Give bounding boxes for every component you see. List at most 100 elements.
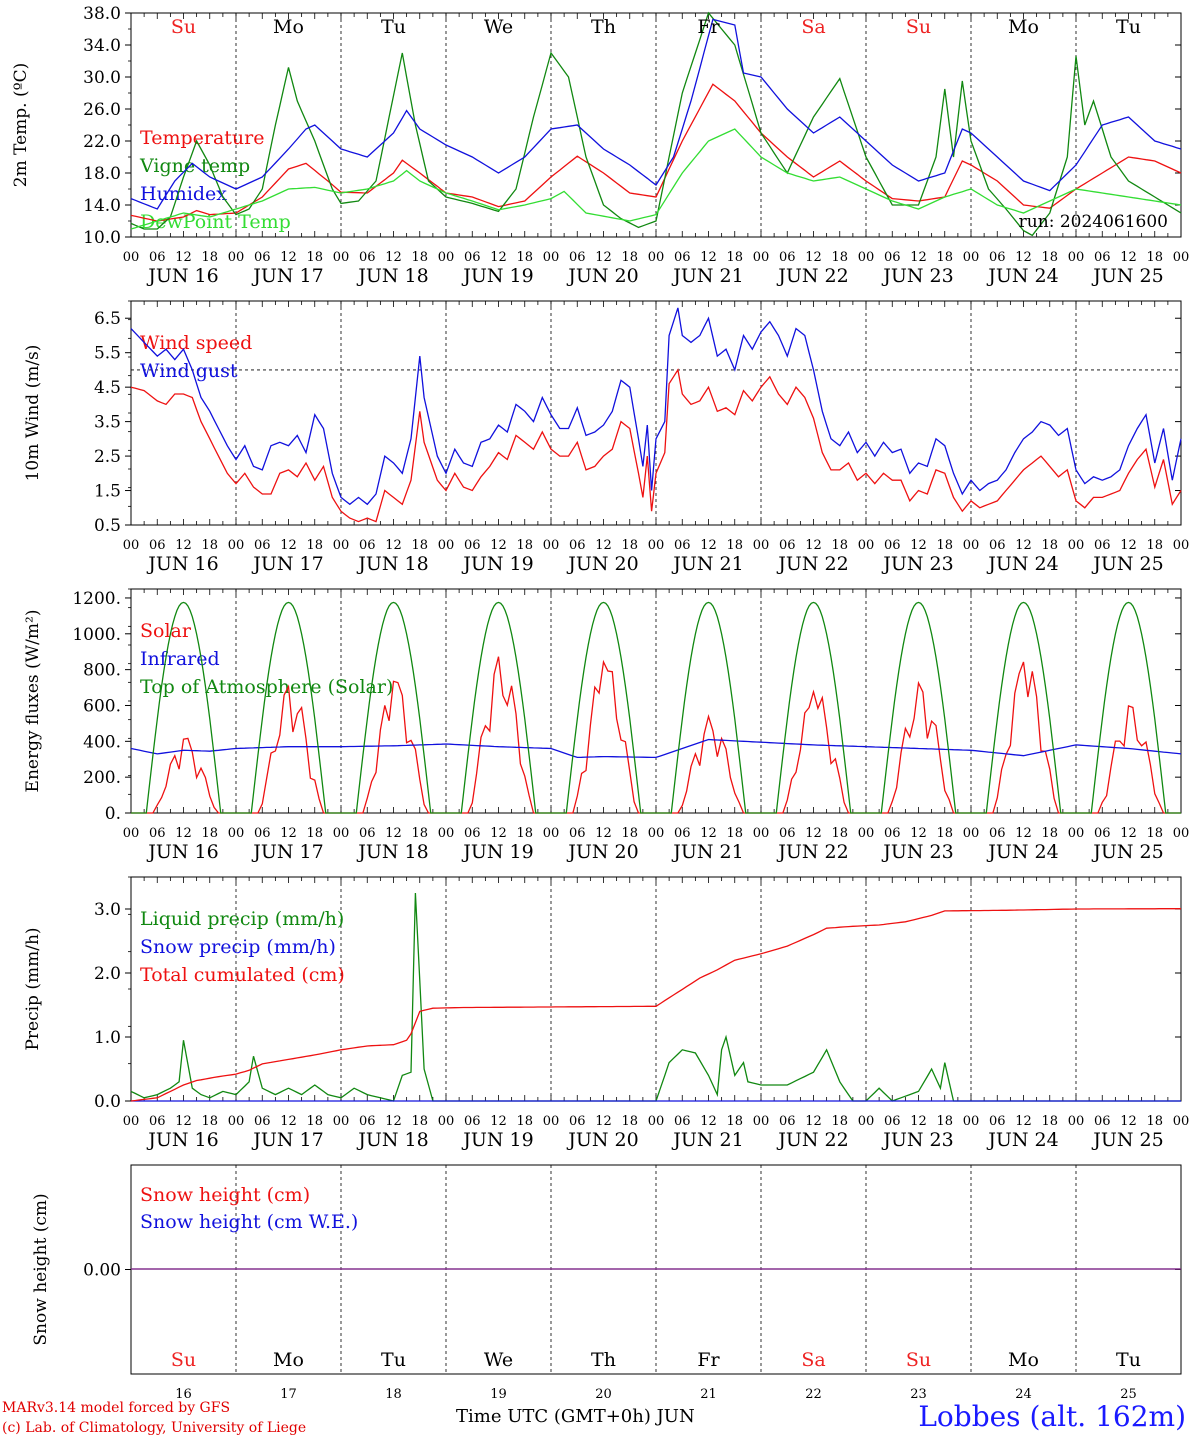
x-hour-label: 18 [831,538,848,553]
x-hour-label: 18 [1146,250,1163,265]
x-hour-label: 12 [805,826,822,841]
day-name-label: Sa [801,1349,825,1371]
x-hour-label: 18 [1041,1114,1058,1129]
y-tick-label: 0. [105,804,121,824]
series-line [130,128,1182,230]
x-date-label: JUN 21 [671,841,743,863]
x-hour-label: 00 [1068,1114,1085,1129]
y-tick-label: 0.5 [94,516,121,536]
model-credit: MARv3.14 model forced by GFS [2,1400,231,1416]
x-hour-label: 00 [858,1114,875,1129]
x-hour-label: 12 [595,1114,612,1129]
x-hour-label: 06 [149,538,166,553]
y-tick-label: 10.0 [83,228,121,248]
day-number-label: 19 [490,1387,507,1402]
station-name: Lobbes (alt. 162m) [918,1400,1186,1433]
x-hour-label: 00 [123,250,140,265]
x-hour-label: 00 [333,826,350,841]
series-line [130,908,1181,1102]
x-date-label: JUN 21 [671,265,743,287]
x-date-label: JUN 18 [356,265,428,287]
x-date-label: JUN 25 [1091,265,1163,287]
x-hour-label: 06 [254,538,271,553]
x-hour-label: 18 [621,1114,638,1129]
x-hour-label: 06 [1094,250,1111,265]
x-hour-label: 00 [648,1114,665,1129]
x-hour-label: 00 [858,538,875,553]
x-hour-label: 18 [936,250,953,265]
x-hour-label: 18 [831,1114,848,1129]
x-hour-label: 06 [359,1114,376,1129]
x-hour-label: 06 [359,250,376,265]
x-date-label: JUN 24 [986,841,1058,863]
x-date-label: JUN 24 [986,265,1058,287]
x-hour-label: 12 [1015,1114,1032,1129]
x-hour-label: 00 [438,826,455,841]
x-hour-label: 06 [1094,538,1111,553]
x-date-label: JUN 16 [146,1129,218,1151]
x-hour-label: 00 [1068,250,1085,265]
x-hour-label: 00 [753,826,770,841]
y-tick-label: 38.0 [83,4,121,24]
y-axis-title: Snow height (cm) [31,1193,51,1345]
y-tick-label: 600. [83,696,121,716]
x-hour-label: 18 [831,250,848,265]
x-hour-label: 06 [989,826,1006,841]
y-axis-title: 2m Temp. (ºC) [11,63,31,188]
x-hour-label: 00 [1068,826,1085,841]
legend-entry: Snow height (cm W.E.) [140,1211,358,1233]
x-hour-label: 06 [569,250,586,265]
series-line [130,11,1182,237]
x-hour-label: 18 [936,1114,953,1129]
x-hour-label: 12 [595,250,612,265]
x-hour-label: 06 [1094,826,1111,841]
x-hour-label: 12 [805,538,822,553]
x-date-label: JUN 25 [1091,553,1163,575]
day-name-label: Mo [1008,16,1039,38]
day-name-label: Tu [381,1349,406,1371]
x-hour-label: 12 [490,538,507,553]
x-hour-label: 12 [910,538,927,553]
x-hour-label: 00 [963,250,980,265]
x-hour-label: 12 [490,1114,507,1129]
x-hour-label: 12 [385,250,402,265]
x-date-label: JUN 19 [461,1129,533,1151]
x-hour-label: 18 [516,250,533,265]
legend-entry: Temperature [140,127,264,149]
time-axis-title: Time UTC (GMT+0h) JUN [456,1406,695,1427]
x-hour-label: 12 [490,250,507,265]
day-number-label: 22 [805,1387,822,1402]
y-tick-label: 0.00 [83,1261,121,1281]
x-hour-label: 18 [1041,538,1058,553]
x-hour-label: 00 [753,250,770,265]
x-hour-label: 00 [543,826,560,841]
y-tick-label: 3.5 [94,413,121,433]
day-number-label: 16 [175,1387,192,1402]
series-line [130,18,1182,210]
x-hour-label: 00 [1173,538,1190,553]
x-hour-label: 06 [884,538,901,553]
x-hour-label: 00 [753,1114,770,1129]
x-date-label: JUN 19 [461,553,533,575]
x-hour-label: 12 [805,250,822,265]
series-line [130,307,1182,506]
legend-entry: Humidex [140,183,227,205]
y-axis-title: Precip (mm/h) [23,927,43,1050]
day-name-label: Su [171,1349,196,1371]
x-hour-label: 00 [963,826,980,841]
x-hour-label: 12 [280,826,297,841]
x-hour-label: 06 [464,1114,481,1129]
x-hour-label: 18 [201,826,218,841]
run-label: run: 2024061600 [1019,212,1168,232]
x-date-label: JUN 25 [1091,1129,1163,1151]
y-tick-label: 34.0 [83,36,121,56]
x-hour-label: 18 [621,250,638,265]
x-hour-label: 06 [989,538,1006,553]
x-hour-label: 06 [989,250,1006,265]
x-hour-label: 18 [516,826,533,841]
x-hour-label: 00 [123,826,140,841]
legend-entry: Infrared [140,648,220,670]
y-axis-title: Energy fluxes (W/m²) [23,610,43,793]
x-date-label: JUN 21 [671,553,743,575]
x-hour-label: 06 [359,538,376,553]
